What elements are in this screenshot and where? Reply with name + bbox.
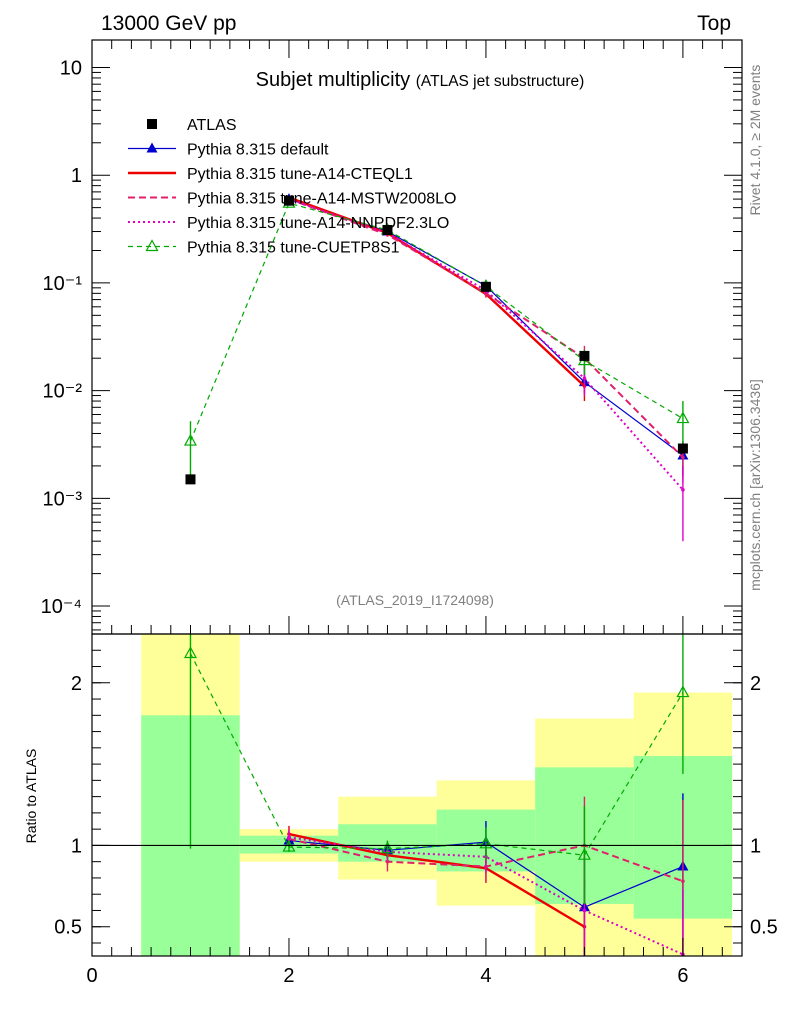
legend-label-1: Pythia 8.315 default [187,142,329,159]
y-tick-label: 10⁻⁴ [41,596,82,618]
series-5-ratio-point [479,836,493,849]
series-5-point [676,411,690,424]
ratio-tick-label-right: 2 [750,673,761,695]
legend-label-5: Pythia 8.315 tune-CUETP8S1 [187,240,400,257]
series-5-ratio-point [380,841,394,854]
series-4-ratio-point [287,835,291,840]
ratio-tick-label-right: 1 [750,835,761,857]
y-tick-label: 10 [60,57,82,79]
y-tick-label: 10⁻² [43,381,83,403]
series-5-ratio-point [282,839,296,852]
legend-label-3: Pythia 8.315 tune-A14-MSTW2008LO [187,191,456,208]
y-tick-label: 10⁻¹ [43,273,83,295]
data-point [677,443,688,454]
ratio-uncertainty-bands [141,634,733,956]
ratio-plot-series [183,634,690,957]
ratio-tick-label-left: 0.5 [54,917,82,939]
x-tick-label: 0 [86,965,97,987]
x-tick-label: 6 [677,965,688,987]
legend-marker-5 [145,239,159,252]
chart-subtitle: (ATLAS jet substructure) [416,73,585,90]
series-2-ratio-line [288,832,586,928]
series-4-ratio-point [582,908,587,913]
ratio-tick-label-left: 2 [71,673,82,695]
series-1-line [288,198,684,456]
y-tick-label: 1 [71,165,82,187]
analysis-watermark: (ATLAS_2019_I1724098) [336,592,494,608]
series-3-ratio-point [385,859,390,864]
series-3-point [681,455,685,460]
legend-label-4: Pythia 8.315 tune-A14-NNPDF2.3LO [187,215,449,232]
ratio-y-axis-label: Ratio to ATLAS [23,749,39,844]
y-tick-label: 10⁻³ [43,488,83,510]
mcplots-label: mcplots.cern.ch [arXiv:1306.3436] [747,379,763,591]
data-point [382,224,393,235]
series-5-ratio-point [577,847,591,860]
main-plot-series [183,193,690,542]
series-3-ratio-point [681,879,685,883]
x-tick-label: 2 [283,965,294,987]
legend: ATLAS Pythia 8.315 default Pythia 8.315 tu… [128,117,456,257]
x-tick-label: 4 [480,965,491,987]
data-point [185,474,196,485]
chart-title: Subjet multiplicity (ATLAS jet substruct… [256,69,585,91]
axes: 10 1 10⁻¹ 10⁻² 10⁻³ 10⁻⁴ 0.5 0.5 1 1 2 2 0 2 4 6 [41,40,778,987]
series-5-ratio-line [189,653,684,856]
legend-label-0: ATLAS [187,117,237,134]
legend-marker-data [147,119,157,129]
series-5-ratio-point [676,685,690,698]
legend-marker-1 [146,142,158,153]
data-point [579,350,590,361]
ratio-plot-frame [91,633,743,957]
data-point [480,281,491,292]
series-4-point [582,376,587,381]
ratio-tick-label-left: 1 [71,835,82,857]
ratio-tick-label-right: 0.5 [750,917,778,939]
energy-label: 13000 GeV pp [101,12,236,35]
top-label: Top [697,12,731,35]
series-4-ratio-line [288,836,684,956]
series-5-ratio-point [183,646,197,659]
rivet-version-label: Rivet 4.1.0, ≥ 2M events [747,65,763,216]
series-5-line [189,202,684,442]
chart-title-main: Subjet multiplicity [256,69,411,91]
series-3-line [288,198,684,459]
legend-label-2: Pythia 8.315 tune-A14-CTEQL1 [187,166,413,183]
series-5-point [183,433,197,446]
series-4-point [681,487,685,492]
data-point [283,195,294,206]
